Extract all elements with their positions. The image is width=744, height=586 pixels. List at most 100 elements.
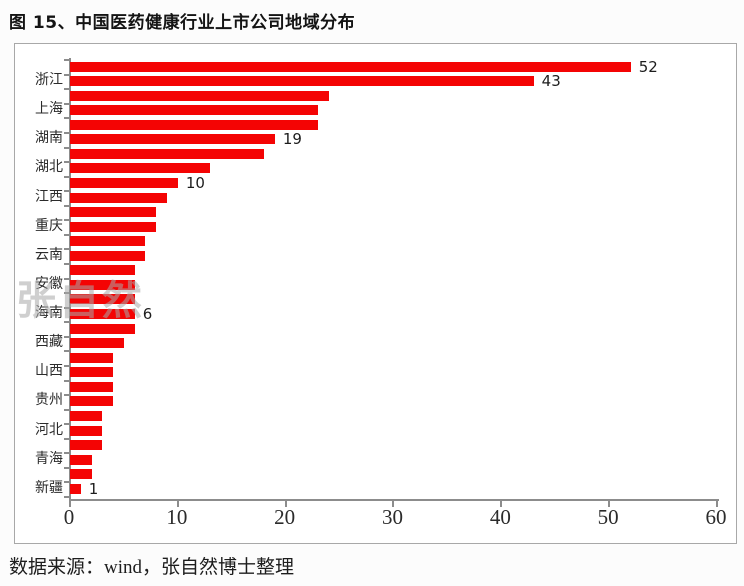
chart-title: 图 15、中国医药健康行业上市公司地域分布 <box>9 13 356 33</box>
y-axis-label: 江西 <box>35 189 63 205</box>
y-axis-tick <box>64 379 70 382</box>
y-axis-tick <box>64 481 70 484</box>
y-axis-tick <box>64 146 70 149</box>
bar <box>70 221 157 232</box>
bar <box>70 440 103 451</box>
y-axis-label: 贵州 <box>35 393 63 409</box>
x-axis-tick-label: 0 <box>63 505 75 529</box>
y-axis-tick <box>64 335 70 338</box>
bar <box>70 352 114 363</box>
bar <box>70 410 103 421</box>
y-axis-label: 安徽 <box>35 276 63 292</box>
y-axis-tick <box>64 263 70 266</box>
bar-value-label: 10 <box>185 173 205 192</box>
bar-value-label: 19 <box>282 130 302 149</box>
bar <box>70 454 92 465</box>
y-axis-label: 云南 <box>35 247 63 263</box>
data-source-note: 数据来源：wind，张自然博士整理 <box>9 557 295 578</box>
y-axis-label: 海南 <box>35 306 63 322</box>
y-axis-label: 山西 <box>35 364 63 380</box>
bar <box>70 265 135 276</box>
x-axis-tick <box>715 499 718 507</box>
chart-frame: 52 浙江 43 上海湖南 19 湖北 10 江西重庆云南安徽海南 6 西藏山西贵州河北青海新疆 1… <box>14 43 737 544</box>
y-axis-tick <box>64 88 70 91</box>
y-axis-tick <box>64 437 70 440</box>
y-axis-tick <box>64 321 70 324</box>
y-axis-tick <box>64 132 70 134</box>
x-axis-tick <box>392 499 395 507</box>
bar <box>70 396 114 407</box>
y-axis-tick <box>64 452 70 455</box>
bar <box>70 90 329 101</box>
y-axis-tick <box>64 219 70 222</box>
y-axis-tick <box>64 466 70 469</box>
bar <box>70 61 631 72</box>
bar-value-label: 43 <box>541 72 561 91</box>
y-axis-tick <box>64 350 70 353</box>
y-axis-tick <box>64 292 70 295</box>
bar <box>70 76 534 87</box>
y-axis-tick <box>64 364 70 367</box>
y-axis-tick <box>64 204 70 207</box>
bar <box>70 425 103 436</box>
bar <box>70 250 146 261</box>
y-axis-label: 重庆 <box>35 218 63 234</box>
y-axis-label: 浙江 <box>35 73 63 89</box>
y-axis-label: 湖南 <box>35 131 63 147</box>
y-axis-label: 湖北 <box>35 160 63 176</box>
bar <box>70 323 135 334</box>
y-axis-label: 河北 <box>35 422 63 438</box>
bar <box>70 338 124 349</box>
bar <box>70 381 114 392</box>
y-axis-tick <box>64 496 70 498</box>
y-axis-tick <box>64 73 70 76</box>
bar <box>70 367 114 378</box>
y-axis-tick <box>64 233 70 236</box>
y-axis-tick <box>64 423 70 426</box>
bar <box>70 309 135 320</box>
x-axis-tick-label: 20 <box>274 505 296 529</box>
x-axis-tick <box>69 499 71 507</box>
x-axis-tick-label: 60 <box>705 505 727 529</box>
y-axis-tick <box>64 175 70 178</box>
y-axis-line <box>69 58 71 501</box>
y-axis-label: 西藏 <box>35 335 63 351</box>
y-axis-tick <box>64 190 70 193</box>
y-axis-tick <box>64 102 70 105</box>
y-axis-tick <box>64 59 70 62</box>
y-axis-tick <box>64 408 70 411</box>
bar <box>70 148 265 159</box>
bar <box>70 294 135 305</box>
x-axis-tick-label: 10 <box>166 505 188 529</box>
y-axis-tick <box>64 161 70 164</box>
bar <box>70 134 275 145</box>
x-axis-tick <box>176 499 179 507</box>
x-axis-tick-label: 30 <box>381 505 403 529</box>
bar-value-label: 52 <box>638 57 658 76</box>
y-axis-tick <box>64 277 70 280</box>
x-axis-tick-label: 40 <box>489 505 511 529</box>
plot-area: 52 浙江 43 上海湖南 19 湖北 10 江西重庆云南安徽海南 6 西藏山西贵州河北青海新疆 1… <box>15 44 736 543</box>
x-axis-tick-label: 50 <box>597 505 619 529</box>
y-axis-tick <box>64 248 70 251</box>
y-axis-tick <box>64 394 70 397</box>
x-axis-tick <box>500 499 503 507</box>
bar <box>70 483 81 494</box>
y-axis-label: 新疆 <box>35 480 63 496</box>
bar <box>70 177 178 188</box>
bar <box>70 163 211 174</box>
y-axis-tick <box>64 306 70 309</box>
x-axis-tick <box>608 499 611 507</box>
bar <box>70 236 146 247</box>
bar <box>70 192 168 203</box>
bar <box>70 119 319 130</box>
bar <box>70 279 135 290</box>
bar <box>70 207 157 218</box>
y-axis-label: 上海 <box>35 102 63 118</box>
bar-value-label: 6 <box>142 305 153 324</box>
y-axis-label: 青海 <box>35 451 63 467</box>
x-axis-tick <box>284 499 287 507</box>
y-axis-tick <box>64 117 70 120</box>
bar <box>70 105 319 116</box>
